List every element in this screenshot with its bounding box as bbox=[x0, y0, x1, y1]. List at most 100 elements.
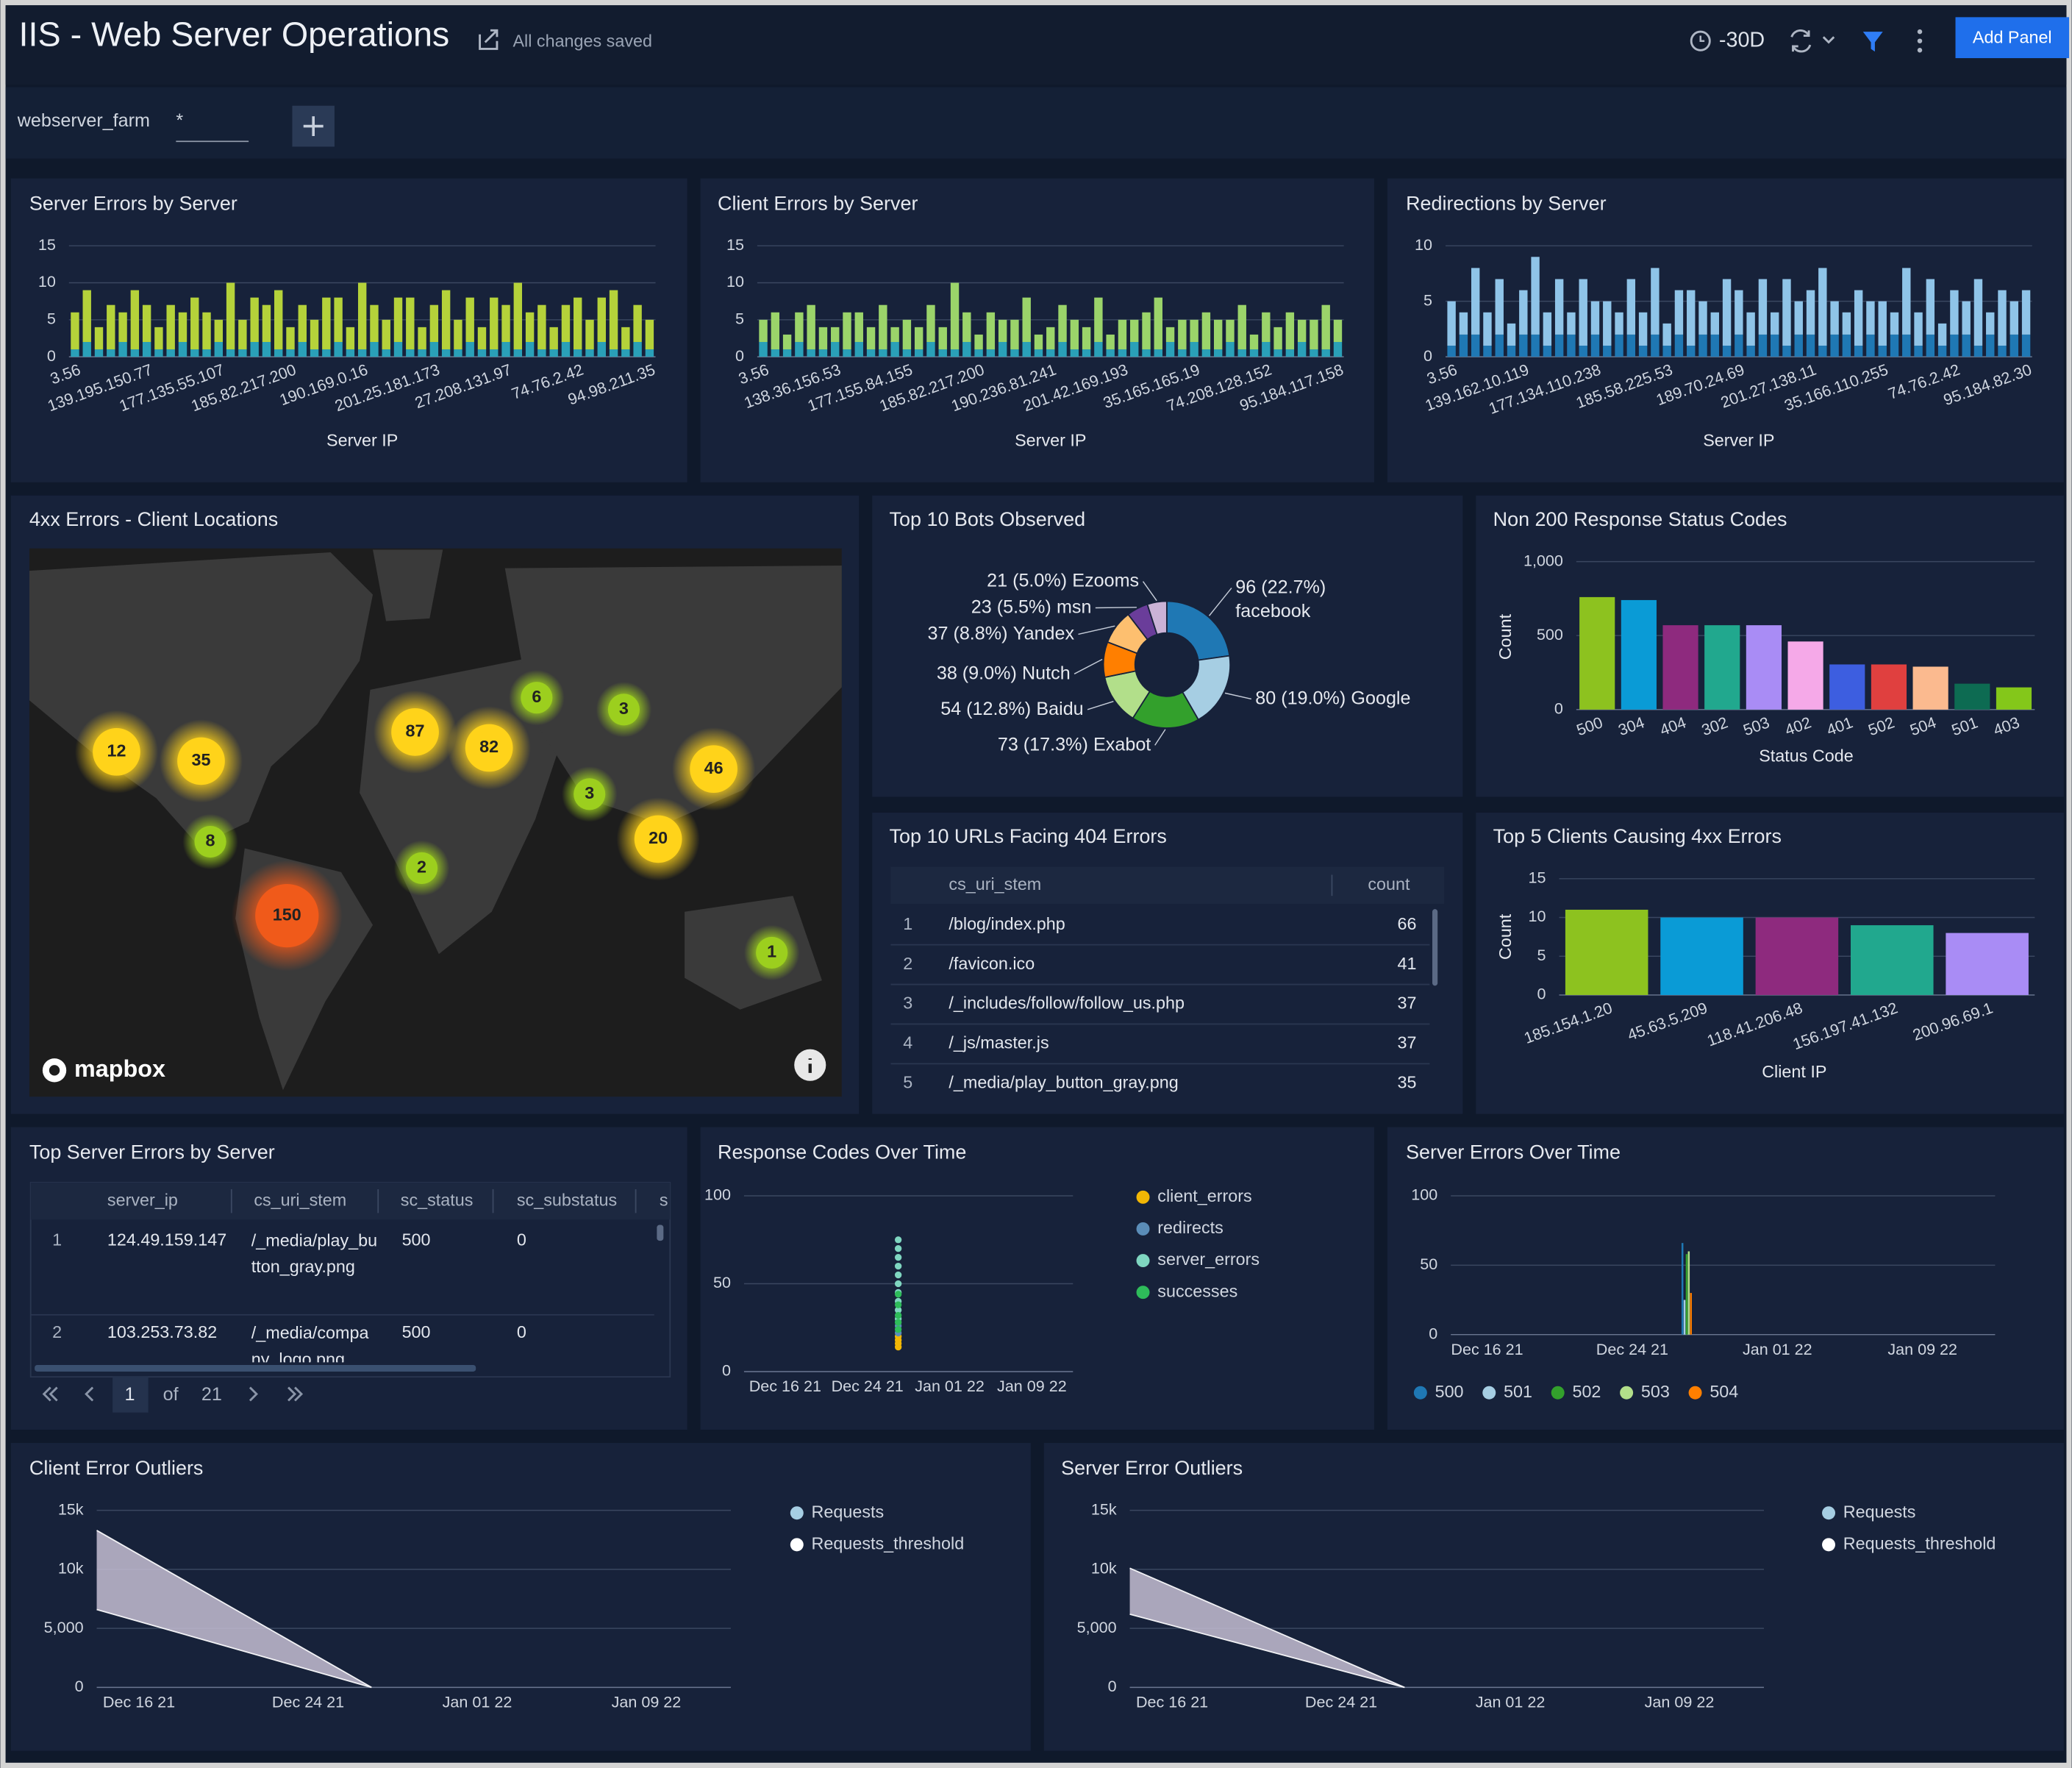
bar-segment bbox=[633, 341, 642, 357]
bar bbox=[1685, 1254, 1688, 1335]
bar-segment bbox=[1094, 341, 1103, 357]
dot bbox=[1917, 48, 1923, 53]
legend-label: 503 bbox=[1641, 1382, 1670, 1401]
last-page[interactable] bbox=[287, 1386, 304, 1402]
bar-segment bbox=[429, 304, 439, 342]
bar-segment bbox=[854, 341, 863, 357]
y-tick-label: 50 bbox=[1420, 1255, 1437, 1273]
y-axis-title: Count bbox=[1496, 613, 1515, 660]
add-panel-button[interactable] bbox=[1955, 17, 2070, 59]
bar bbox=[1912, 666, 1948, 710]
row-number: 1 bbox=[52, 1230, 62, 1249]
refresh-icon[interactable] bbox=[1790, 29, 1812, 53]
y-tick-label: 10 bbox=[1529, 907, 1546, 925]
cluster-label: 87 bbox=[406, 721, 425, 741]
legend-label: 502 bbox=[1572, 1382, 1601, 1401]
cluster bbox=[574, 778, 606, 810]
clock-icon[interactable] bbox=[1690, 30, 1711, 51]
bar-segment bbox=[818, 327, 828, 350]
point bbox=[894, 1245, 902, 1252]
bar-segment bbox=[418, 349, 426, 357]
bar-segment bbox=[1531, 257, 1540, 335]
refresh-caret[interactable] bbox=[1822, 36, 1835, 44]
bar-segment bbox=[1986, 312, 1995, 335]
y-tick-label: 0 bbox=[1108, 1677, 1117, 1695]
cluster-label: 12 bbox=[107, 741, 126, 760]
slice-name: Nutch bbox=[1022, 663, 1071, 683]
legend-marker bbox=[1688, 1386, 1702, 1400]
bar-segment bbox=[1154, 349, 1162, 357]
x-tick-label: Jan 09 22 bbox=[1887, 1340, 1957, 1358]
first-page[interactable] bbox=[42, 1386, 58, 1402]
bar-segment bbox=[1495, 279, 1504, 335]
bar-segment bbox=[1237, 304, 1246, 350]
bar-segment bbox=[854, 312, 863, 342]
cluster bbox=[607, 694, 640, 726]
x-tick-label: Jan 09 22 bbox=[612, 1693, 682, 1711]
next-page[interactable] bbox=[249, 1386, 258, 1402]
y-tick-label: 0 bbox=[1537, 985, 1546, 1003]
bar-segment bbox=[1782, 346, 1791, 357]
bar-segment bbox=[130, 290, 140, 350]
legend-label: 501 bbox=[1504, 1382, 1532, 1401]
bar-segment bbox=[998, 319, 1007, 342]
time-range[interactable]: -30D bbox=[1719, 28, 1765, 51]
bar-segment bbox=[1262, 312, 1271, 342]
bar-segment bbox=[962, 312, 971, 342]
bar-segment bbox=[501, 341, 510, 357]
column-header: sc_status bbox=[401, 1190, 474, 1209]
dot bbox=[1917, 38, 1923, 43]
bar-segment bbox=[890, 327, 899, 342]
column-header: s bbox=[660, 1190, 668, 1209]
slice-label: 80 (19.0%) Google bbox=[1255, 688, 1410, 708]
bar-segment bbox=[771, 349, 780, 357]
map[interactable]: 12 35 8 150 87 82 6 3 3 2 20 46 1 bbox=[29, 548, 842, 1097]
bar-segment bbox=[537, 304, 546, 350]
menu-icon[interactable] bbox=[1917, 29, 1923, 53]
bar-segment bbox=[454, 319, 462, 350]
bar-segment bbox=[1459, 312, 1468, 335]
bar-segment bbox=[1794, 301, 1803, 335]
pagination-icons bbox=[42, 1386, 304, 1402]
bar-segment bbox=[609, 290, 618, 350]
filter-icon[interactable] bbox=[1862, 32, 1883, 52]
cluster bbox=[465, 724, 513, 772]
bar-segment bbox=[1698, 301, 1707, 335]
cluster-label: 8 bbox=[206, 831, 215, 850]
bar-segment bbox=[537, 349, 546, 357]
slice-name: Yandex bbox=[1013, 623, 1075, 644]
legend-marker bbox=[1136, 1222, 1150, 1236]
filter-bar bbox=[5, 87, 2067, 159]
scrollbar bbox=[1432, 909, 1438, 986]
filter-value[interactable]: * bbox=[176, 110, 183, 131]
share-icon[interactable] bbox=[479, 29, 499, 50]
bar-segment bbox=[1973, 346, 1983, 357]
bar-segment bbox=[82, 341, 91, 357]
bar-segment bbox=[1926, 334, 1935, 357]
cluster-label: 20 bbox=[649, 828, 668, 847]
cluster bbox=[177, 737, 225, 785]
prev-page[interactable] bbox=[85, 1386, 94, 1402]
bar-segment bbox=[490, 349, 499, 357]
slice-value: 38 (9.0%) bbox=[937, 663, 1017, 683]
column-header: count bbox=[1368, 874, 1410, 894]
bar-segment bbox=[418, 327, 426, 350]
bar-segment bbox=[334, 297, 343, 342]
bar-segment bbox=[357, 282, 367, 350]
bar-segment bbox=[454, 349, 462, 357]
row-number: 5 bbox=[903, 1072, 912, 1091]
y-tick-label: 0 bbox=[735, 346, 744, 365]
bar-segment bbox=[561, 304, 571, 342]
bar-segment bbox=[1950, 334, 1959, 357]
bar-segment bbox=[346, 349, 355, 357]
bar-segment bbox=[1782, 279, 1791, 346]
bar-segment bbox=[382, 349, 390, 357]
bar-segment bbox=[1962, 334, 1971, 357]
bar-segment bbox=[818, 349, 828, 357]
series-line bbox=[1129, 1567, 1405, 1689]
bar-segment bbox=[1165, 341, 1175, 357]
map-attribution[interactable]: mapbox bbox=[74, 1055, 165, 1082]
leader-line bbox=[1078, 625, 1115, 635]
bar-segment bbox=[346, 327, 355, 350]
x-tick-label: Dec 16 21 bbox=[1451, 1340, 1523, 1358]
